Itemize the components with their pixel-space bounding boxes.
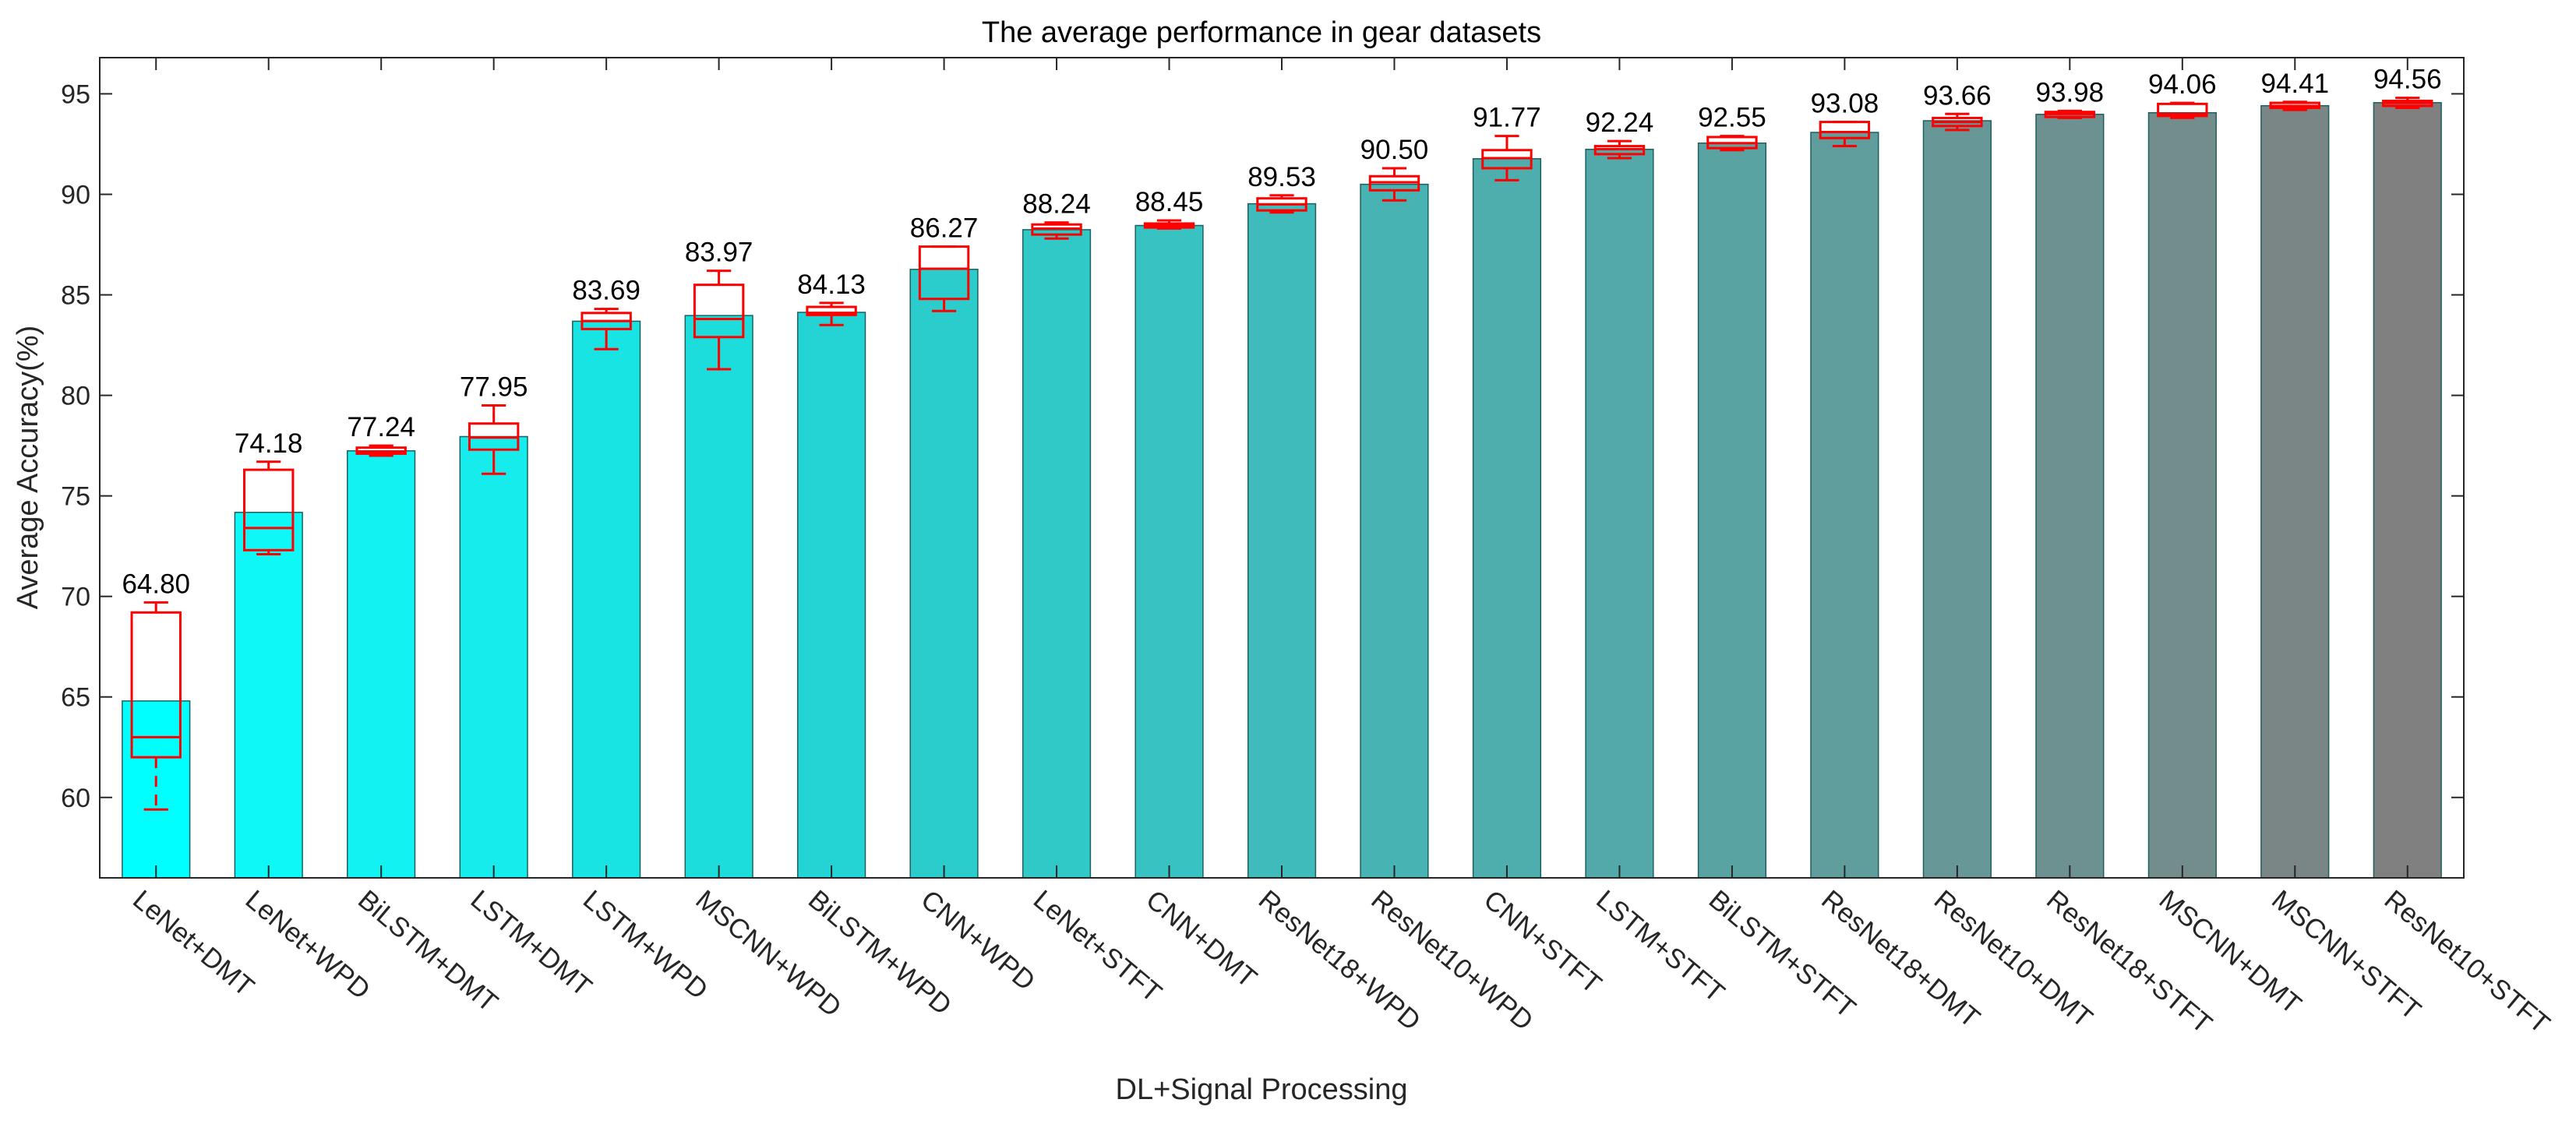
boxplot-3 [468, 403, 520, 475]
y-tick-label-6: 90 [61, 181, 90, 210]
y-tick-label-0: 60 [61, 784, 90, 813]
bar-15 [1810, 132, 1879, 879]
data-label-19: 94.41 [2260, 69, 2329, 99]
chart-title: The average performance in gear datasets [982, 16, 1541, 49]
boxplot-2 [355, 444, 407, 457]
data-label-15: 93.08 [1811, 89, 1879, 119]
bar-19 [2260, 104, 2330, 879]
y-tick-label-1: 65 [61, 683, 90, 713]
data-label-1: 74.18 [235, 428, 303, 459]
data-labels-layer: 64.80 74.18 77.24 77.95 83.69 83.97 84.13 86.27… [122, 65, 2441, 600]
bar-16 [1922, 120, 1992, 879]
bar-11 [1360, 183, 1429, 879]
data-label-11: 90.50 [1360, 135, 1429, 165]
boxplot-9 [1143, 219, 1195, 230]
data-label-5: 83.97 [685, 238, 753, 268]
boxplot-1 [243, 460, 295, 555]
boxplot-11 [1368, 167, 1420, 202]
boxplot-14 [1706, 135, 1758, 152]
bar-2 [347, 450, 416, 879]
boxplot-6 [806, 301, 857, 326]
box [918, 245, 970, 301]
bar-20 [2373, 102, 2442, 879]
x-axis-title: DL+Signal Processing [1116, 1073, 1408, 1106]
data-label-2: 77.24 [347, 412, 415, 442]
y-tick-label-7: 95 [61, 79, 90, 109]
data-label-18: 94.06 [2148, 69, 2217, 100]
bar-8 [1022, 229, 1092, 879]
y-tick-label-5: 85 [61, 281, 90, 311]
data-label-4: 83.69 [572, 276, 640, 306]
bar-4 [572, 320, 641, 879]
boxplot-18 [2157, 101, 2208, 119]
data-label-9: 88.45 [1135, 187, 1204, 217]
boxplot-4 [580, 308, 632, 351]
box [243, 468, 295, 551]
boxplot-12 [1481, 135, 1533, 181]
boxplot-19 [2269, 100, 2320, 111]
box [693, 284, 745, 339]
data-label-10: 89.53 [1247, 162, 1316, 192]
bar-6 [797, 312, 866, 879]
boxplot-10 [1256, 194, 1307, 214]
bar-3 [459, 435, 528, 879]
boxplot-13 [1593, 139, 1646, 160]
bar-17 [2035, 114, 2105, 879]
boxplots-layer [130, 97, 2433, 811]
box [130, 611, 182, 759]
bar-13 [1585, 148, 1654, 879]
boxplot-15 [1819, 121, 1871, 148]
bar-1 [234, 512, 303, 879]
boxplot-16 [1932, 112, 1983, 132]
y-tick-label-3: 75 [61, 482, 90, 512]
data-label-7: 86.27 [910, 213, 979, 244]
data-label-3: 77.95 [460, 372, 528, 403]
data-label-12: 91.77 [1473, 103, 1541, 133]
bar-12 [1472, 158, 1542, 879]
bar-18 [2147, 111, 2217, 879]
data-label-17: 93.98 [2036, 77, 2105, 107]
bar-7 [909, 269, 979, 879]
data-label-8: 88.24 [1022, 189, 1091, 220]
data-label-13: 92.24 [1586, 107, 1654, 138]
boxplot-20 [2382, 97, 2433, 110]
box [2157, 102, 2208, 118]
boxplot-7 [918, 245, 970, 312]
data-label-14: 92.55 [1698, 103, 1766, 133]
y-axis: 60 65 70 75 80 85 90 95 [61, 79, 2464, 813]
bar-10 [1247, 203, 1317, 879]
bar-0 [122, 700, 191, 879]
y-tick-label-4: 80 [61, 382, 90, 411]
boxplot-17 [2044, 109, 2096, 119]
bars-layer [122, 102, 2442, 879]
data-label-16: 93.66 [1923, 80, 1992, 111]
boxplot-8 [1031, 221, 1082, 240]
y-axis-title: Average Accuracy(%) [12, 326, 44, 610]
bar-5 [684, 315, 753, 879]
bar-14 [1697, 142, 1767, 879]
boxplot-0 [130, 601, 182, 811]
box [806, 305, 857, 316]
data-label-0: 64.80 [122, 569, 190, 599]
data-label-6: 84.13 [797, 270, 866, 300]
box [1819, 121, 1871, 139]
boxplot-5 [693, 270, 745, 371]
bar-9 [1134, 224, 1204, 879]
y-tick-label-2: 70 [61, 583, 90, 612]
